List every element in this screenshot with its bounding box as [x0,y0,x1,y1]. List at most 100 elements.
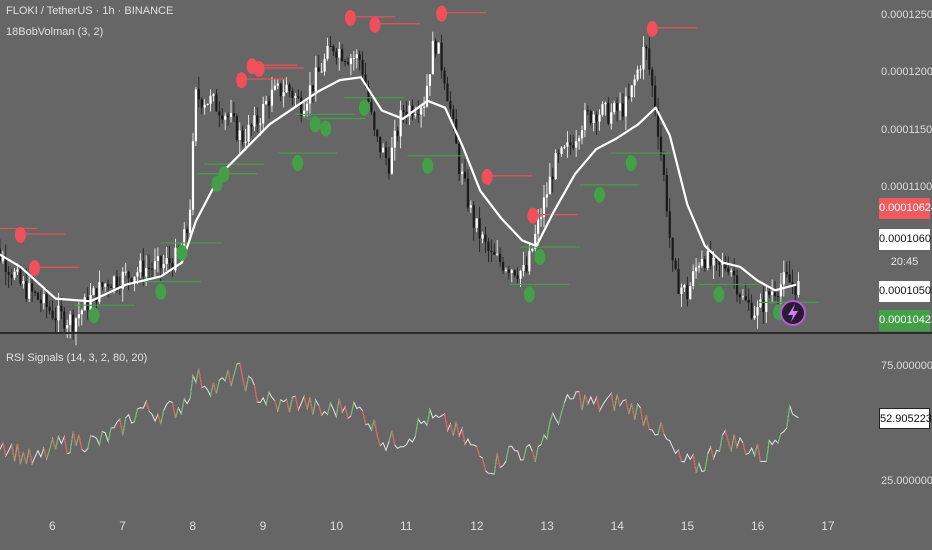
candle-body [510,270,513,273]
rsi-segment [198,368,203,388]
candle-body [782,272,785,285]
sell-signal-marker [436,5,448,22]
candle-body [384,147,388,158]
candle-body [507,269,510,273]
candle-body [25,281,28,299]
price-panel[interactable] [0,5,819,346]
candle-body [694,267,698,272]
rsi-segment [692,454,697,473]
time-tick: 12 [470,519,484,533]
candle-body [791,282,794,285]
candle-body [616,103,619,111]
candle-body [469,205,472,208]
candle-body [604,102,607,105]
candle-body [92,288,95,296]
rsi-panel[interactable] [0,362,799,475]
candle-body [367,86,370,103]
rsi-segment [584,394,589,405]
rsi-segment [277,399,282,411]
candle-body [452,109,455,119]
rsi-segment [350,402,355,416]
candle-body [168,257,171,264]
rsi-segment [189,375,194,399]
candle-body [768,291,771,295]
candle-body [171,263,174,271]
rsi-segment [786,405,791,428]
candle-body [285,84,288,93]
time-tick: 10 [330,519,344,533]
rsi-segment [294,396,299,410]
candle-body [499,253,502,263]
candle-body [45,294,48,307]
rsi-segment [444,413,448,431]
candle-body [425,85,429,107]
candle-body [493,251,496,255]
candle-body [440,42,443,71]
candle-body [621,103,625,117]
candle-body [683,285,686,288]
rsi-segment [14,443,18,462]
rsi-segment [306,397,311,410]
candle-body [519,270,522,279]
rsi-segment [476,446,481,457]
candle-body [297,95,300,98]
candle-body [466,178,470,208]
candle-body [150,268,154,270]
rsi-segment [523,446,527,460]
candle-body [112,276,116,288]
candle-body [346,61,350,65]
candle-body [537,218,540,234]
candle-body [528,250,531,272]
rsi-segment [362,410,367,425]
candle-body [145,267,148,277]
rsi-segment [719,435,723,452]
rsi-segment [63,436,68,454]
rsi-segment [213,382,217,394]
buy-signal-marker [292,155,304,172]
candle-body [343,61,347,63]
candle-body [379,136,382,153]
candle-body [262,103,265,124]
buy-signal-marker [320,120,332,137]
alert-lightning-button[interactable] [780,300,806,326]
candle-body [358,54,361,60]
candle-body [188,209,192,234]
candle-body [320,71,323,73]
sell-signal-marker [369,16,381,33]
candle-body [69,314,72,326]
lightning-icon [788,304,798,322]
rsi-segment [25,448,30,464]
candle-body [639,69,642,71]
candle-body [765,291,768,312]
time-tick: 11 [400,519,413,533]
candle-body [226,115,230,118]
rsi-segment [253,385,258,403]
rsi-segment [455,421,460,437]
candle-body [771,291,774,295]
rsi-segment [370,419,375,431]
candle-body [475,218,478,228]
candle-body [221,115,224,120]
sell-signal-marker [344,9,356,26]
candle-body [136,272,139,277]
time-axis[interactable]: 6 7 8 9 10 11 12 13 14 15 16 17 [49,519,835,533]
candle-body [554,153,557,180]
candle-body [577,138,581,142]
rsi-segment [233,363,238,376]
candle-body [241,130,244,142]
candle-body [74,318,78,332]
rsi-segment [657,422,662,435]
buy-signal-marker [88,307,100,324]
candle-body [487,241,490,251]
rsi-segment [496,453,501,468]
candle-body [706,250,709,268]
candle-body [232,112,236,117]
price-badge-green: 0.00010423 [879,310,932,331]
candle-body [139,260,142,273]
rsi-segment [227,369,232,387]
candle-body [689,286,692,300]
rsi-segment [625,399,630,414]
buy-signal-marker [422,157,434,174]
candle-body [373,112,376,130]
